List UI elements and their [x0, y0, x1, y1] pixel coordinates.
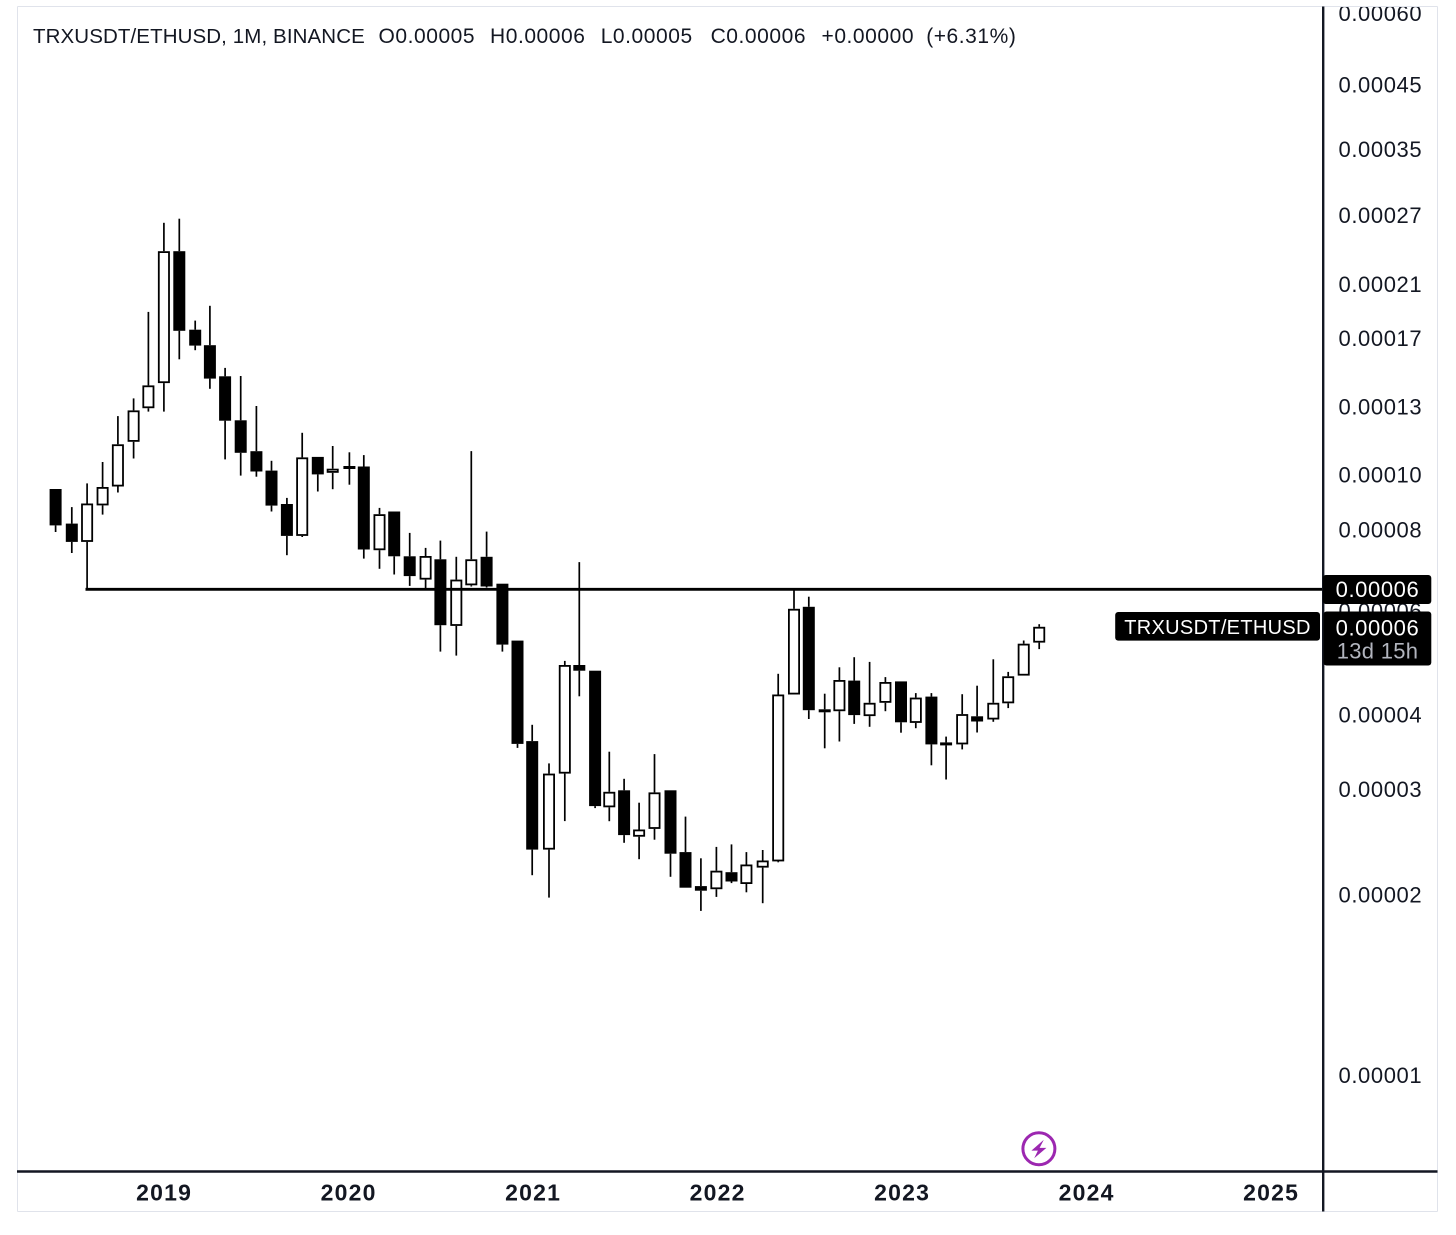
- svg-text:TRXUSDT/ETHUSD, 1M, BINANCE: TRXUSDT/ETHUSD, 1M, BINANCE: [33, 25, 365, 48]
- svg-text:2025: 2025: [1243, 1179, 1299, 1205]
- svg-text:L0.00005: L0.00005: [601, 25, 693, 48]
- svg-text:0.00017: 0.00017: [1339, 326, 1423, 351]
- svg-text:2020: 2020: [321, 1179, 377, 1205]
- svg-text:0.00006: 0.00006: [1336, 616, 1420, 641]
- svg-text:0.00004: 0.00004: [1339, 703, 1423, 728]
- svg-text:C0.00006: C0.00006: [711, 25, 806, 48]
- svg-text:0.00001: 0.00001: [1339, 1063, 1423, 1088]
- svg-text:13d 15h: 13d 15h: [1337, 639, 1419, 664]
- svg-text:0.00060: 0.00060: [1339, 1, 1423, 26]
- svg-text:0.00006: 0.00006: [1336, 577, 1420, 602]
- svg-text:H0.00006: H0.00006: [490, 25, 585, 48]
- svg-text:TRXUSDT/ETHUSD: TRXUSDT/ETHUSD: [1124, 617, 1310, 639]
- svg-text:0.00002: 0.00002: [1339, 883, 1423, 908]
- svg-text:(+6.31%): (+6.31%): [926, 25, 1016, 48]
- svg-text:2024: 2024: [1059, 1179, 1115, 1205]
- svg-text:0.00021: 0.00021: [1339, 272, 1423, 297]
- svg-text:O0.00005: O0.00005: [379, 25, 476, 48]
- svg-text:0.00045: 0.00045: [1339, 73, 1423, 98]
- svg-text:0.00013: 0.00013: [1339, 395, 1423, 420]
- svg-text:0.00010: 0.00010: [1339, 463, 1423, 488]
- svg-text:2019: 2019: [136, 1179, 192, 1205]
- svg-text:2022: 2022: [690, 1179, 746, 1205]
- svg-text:+0.00000: +0.00000: [822, 25, 915, 48]
- svg-text:0.00008: 0.00008: [1339, 518, 1423, 543]
- svg-text:0.00035: 0.00035: [1339, 137, 1423, 162]
- svg-text:2023: 2023: [874, 1179, 930, 1205]
- svg-text:0.00027: 0.00027: [1339, 203, 1423, 228]
- svg-text:2021: 2021: [505, 1179, 561, 1205]
- svg-text:0.00003: 0.00003: [1339, 777, 1423, 802]
